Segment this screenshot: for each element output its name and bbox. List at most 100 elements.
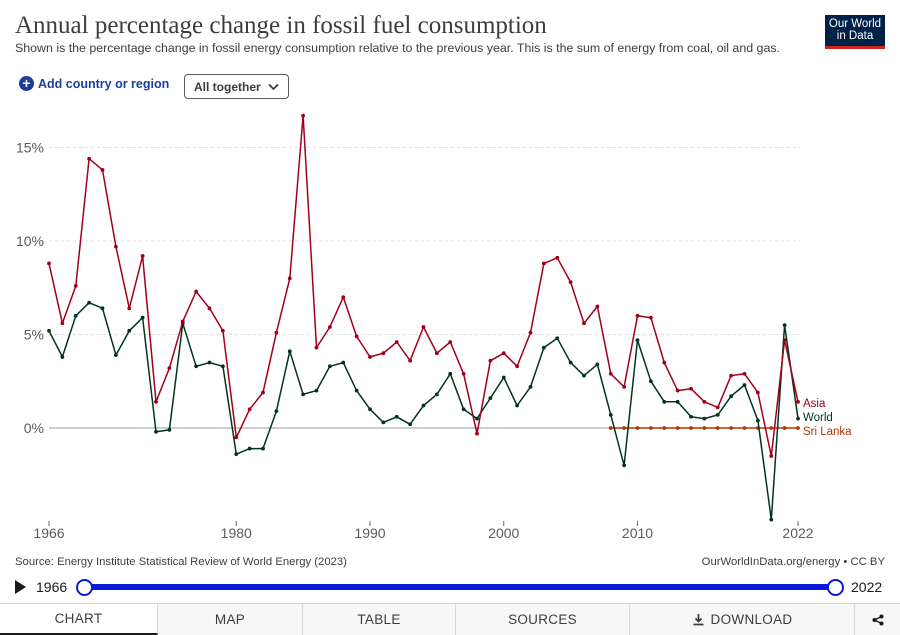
data-point-world[interactable] [301, 392, 306, 397]
data-point-asia[interactable] [488, 358, 493, 363]
data-point-world[interactable] [47, 328, 51, 333]
data-point-world[interactable] [595, 362, 600, 367]
data-point-world[interactable] [689, 414, 693, 419]
data-point-asia[interactable] [582, 321, 586, 326]
data-point-asia[interactable] [608, 371, 613, 376]
data-point-world[interactable] [475, 416, 479, 421]
data-point-world[interactable] [113, 353, 118, 357]
data-point-world[interactable] [261, 446, 265, 451]
data-point-asia[interactable] [247, 407, 252, 412]
data-point-asia[interactable] [408, 358, 413, 363]
data-point-asia[interactable] [301, 113, 306, 118]
data-point-asia[interactable] [742, 371, 747, 376]
data-point-asia[interactable] [475, 431, 479, 436]
data-point-asia[interactable] [87, 156, 92, 161]
data-point-asia[interactable] [541, 261, 546, 266]
data-point-sri-lanka[interactable] [622, 426, 627, 430]
data-point-asia[interactable] [327, 325, 332, 329]
data-point-sri-lanka[interactable] [796, 426, 800, 430]
data-point-asia[interactable] [207, 306, 212, 311]
data-point-asia[interactable] [755, 390, 760, 395]
data-point-asia[interactable] [515, 364, 520, 369]
data-point-sri-lanka[interactable] [742, 426, 747, 430]
data-point-asia[interactable] [662, 360, 667, 365]
data-point-asia[interactable] [702, 399, 707, 404]
data-point-asia[interactable] [381, 351, 386, 356]
data-point-asia[interactable] [234, 435, 239, 440]
data-point-asia[interactable] [47, 261, 51, 266]
data-point-sri-lanka[interactable] [782, 426, 787, 430]
tab-download[interactable]: DOWNLOAD [630, 604, 855, 635]
data-point-sri-lanka[interactable] [729, 426, 734, 430]
data-point-asia[interactable] [180, 319, 185, 324]
data-point-world[interactable] [541, 345, 546, 350]
data-point-world[interactable] [154, 429, 158, 434]
tab-map[interactable]: MAP [158, 604, 303, 635]
data-point-sri-lanka[interactable] [608, 426, 613, 430]
owid-logo[interactable]: Our World in Data [825, 15, 885, 49]
data-point-asia[interactable] [167, 366, 172, 371]
series-line-world[interactable] [48, 301, 799, 521]
data-point-world[interactable] [555, 336, 560, 341]
data-point-asia[interactable] [568, 280, 573, 285]
data-point-asia[interactable] [555, 255, 560, 260]
data-point-world[interactable] [528, 384, 533, 389]
data-point-asia[interactable] [261, 390, 265, 395]
timeline-track[interactable] [84, 584, 835, 590]
data-point-asia[interactable] [354, 334, 359, 339]
series-label-asia[interactable]: Asia [803, 398, 826, 410]
data-point-world[interactable] [742, 383, 747, 387]
data-point-sri-lanka[interactable] [635, 426, 640, 430]
data-point-asia[interactable] [60, 321, 65, 326]
data-point-world[interactable] [207, 360, 212, 365]
data-point-asia[interactable] [675, 388, 680, 393]
data-point-world[interactable] [582, 373, 586, 378]
data-point-world[interactable] [675, 399, 680, 404]
data-point-asia[interactable] [595, 304, 600, 309]
data-point-asia[interactable] [729, 373, 734, 378]
data-point-world[interactable] [461, 407, 466, 412]
data-point-world[interactable] [568, 360, 573, 365]
data-point-asia[interactable] [113, 244, 118, 249]
data-point-world[interactable] [314, 388, 319, 393]
data-point-world[interactable] [608, 413, 613, 417]
data-point-world[interactable] [287, 349, 292, 354]
data-point-asia[interactable] [341, 295, 346, 299]
timeline-start-handle[interactable] [76, 579, 93, 596]
data-point-world[interactable] [782, 323, 787, 328]
data-point-world[interactable] [622, 463, 627, 468]
series-label-world[interactable]: World [803, 412, 833, 424]
data-point-asia[interactable] [100, 168, 105, 172]
data-point-asia[interactable] [715, 405, 720, 410]
data-point-world[interactable] [247, 446, 252, 451]
data-point-world[interactable] [127, 328, 132, 333]
data-point-world[interactable] [421, 403, 426, 408]
data-point-world[interactable] [662, 399, 667, 404]
share-button[interactable] [855, 604, 900, 635]
data-point-world[interactable] [274, 409, 279, 414]
data-point-sri-lanka[interactable] [715, 426, 720, 430]
data-point-sri-lanka[interactable] [769, 426, 774, 430]
timeline-end-handle[interactable] [827, 579, 844, 596]
tab-sources[interactable]: SOURCES [456, 604, 630, 635]
data-point-asia[interactable] [287, 276, 292, 281]
data-point-asia[interactable] [154, 399, 158, 404]
data-point-world[interactable] [394, 414, 399, 419]
data-point-asia[interactable] [314, 345, 319, 350]
data-point-world[interactable] [60, 355, 65, 359]
license-note[interactable]: OurWorldInData.org/energy • CC BY [701, 556, 885, 568]
tab-table[interactable]: TABLE [303, 604, 456, 635]
data-point-asia[interactable] [769, 454, 774, 458]
data-point-asia[interactable] [73, 283, 78, 288]
data-point-asia[interactable] [796, 399, 800, 404]
data-point-world[interactable] [381, 420, 386, 425]
data-point-world[interactable] [167, 427, 172, 432]
data-point-asia[interactable] [421, 325, 426, 329]
data-point-world[interactable] [488, 396, 493, 400]
data-point-world[interactable] [368, 407, 372, 412]
data-point-world[interactable] [796, 416, 800, 421]
data-point-asia[interactable] [501, 351, 506, 356]
data-point-world[interactable] [354, 388, 359, 393]
data-point-asia[interactable] [368, 355, 372, 359]
data-point-asia[interactable] [461, 371, 466, 376]
